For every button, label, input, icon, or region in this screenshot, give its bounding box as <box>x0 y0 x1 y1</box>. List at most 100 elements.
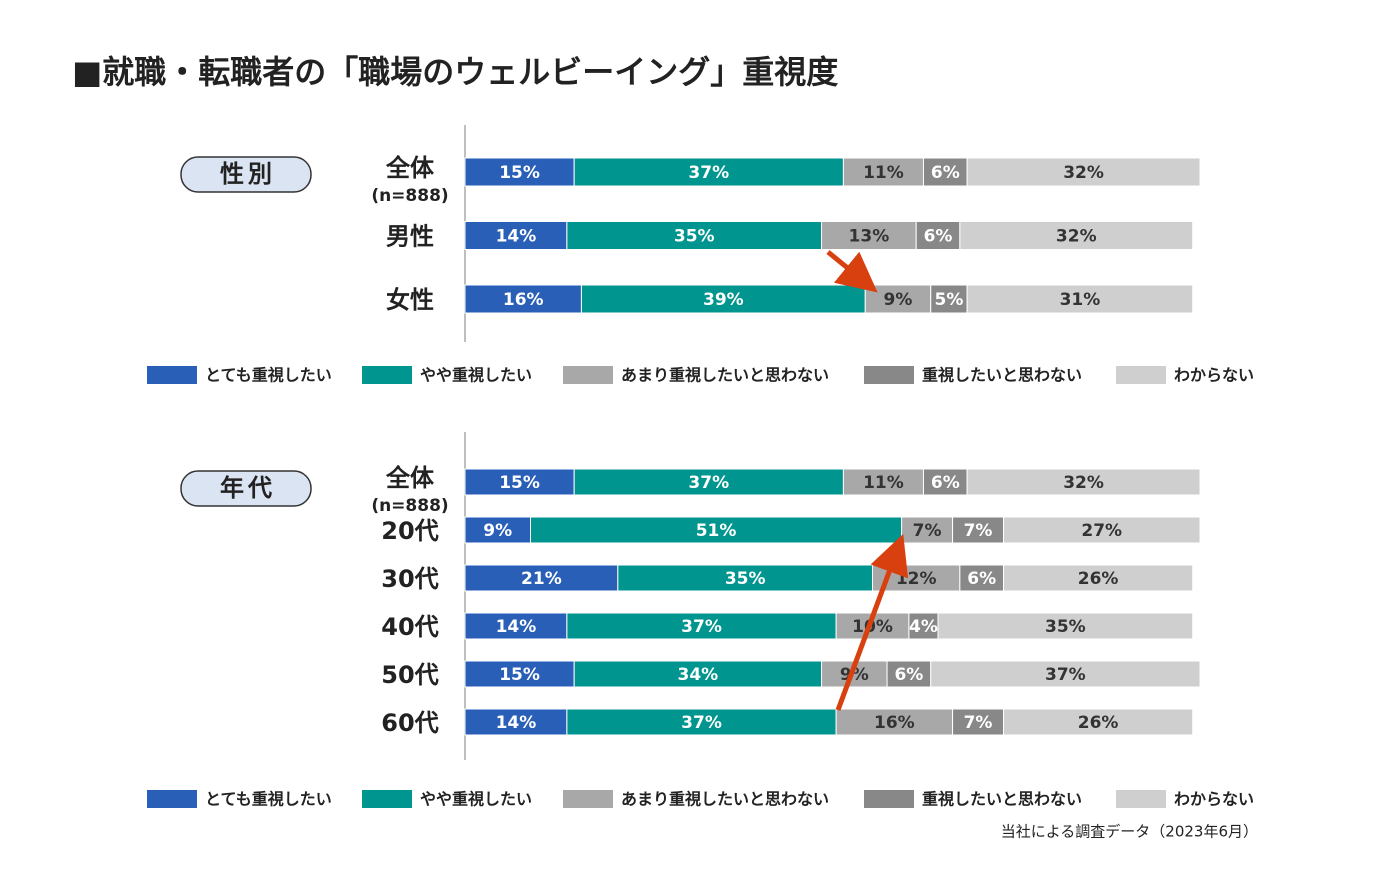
value-label: 27% <box>1081 521 1122 541</box>
category-note: (n=888) <box>371 496 448 516</box>
value-label: 4% <box>909 617 938 637</box>
value-label: 15% <box>499 665 540 685</box>
value-label: 35% <box>725 569 766 589</box>
value-label: 37% <box>688 163 729 183</box>
bar-segment <box>529 516 903 544</box>
legend-swatch <box>864 790 914 808</box>
bar-segment <box>566 612 837 640</box>
value-label: 21% <box>521 569 562 589</box>
bar-segment <box>915 221 961 250</box>
legend-label: わからない <box>1174 366 1254 385</box>
value-label: 16% <box>503 290 544 310</box>
value-label: 7% <box>964 521 993 541</box>
value-label: 14% <box>496 713 537 733</box>
bar-segment <box>952 516 1005 544</box>
legend-label: あまり重視したいと思わない <box>621 366 829 385</box>
bar-segment <box>966 468 1201 496</box>
value-label: 6% <box>931 473 960 493</box>
bar-segment <box>886 660 932 688</box>
value-label: 32% <box>1063 163 1104 183</box>
value-label: 7% <box>913 521 942 541</box>
value-label: 12% <box>896 569 937 589</box>
value-label: 51% <box>696 521 737 541</box>
value-label: 6% <box>967 569 996 589</box>
legend-swatch <box>864 366 914 384</box>
bar-segment <box>464 564 619 592</box>
bar-segment <box>464 284 582 314</box>
value-label: 7% <box>964 713 993 733</box>
annotation-arrow <box>826 250 878 293</box>
category-label: 40代 <box>381 613 438 641</box>
bar-segment <box>464 468 575 496</box>
value-label: 32% <box>1063 473 1104 493</box>
bar-segment <box>464 157 575 187</box>
value-label: 13% <box>849 227 890 247</box>
bar-segment <box>930 284 968 314</box>
legend-label: わからない <box>1174 790 1254 809</box>
value-label: 15% <box>499 473 540 493</box>
bar-segment <box>966 157 1201 187</box>
bar-segment <box>952 708 1005 736</box>
bar-segment <box>566 708 837 736</box>
category-label: 20代 <box>381 517 438 545</box>
legend-label: やや重視したい <box>420 366 532 385</box>
value-label: 5% <box>934 290 963 310</box>
charts: 性別 全体(n=888)15% 37% 11% 6% 32%男性 14% 35% 13% 6% 32… <box>147 125 1254 809</box>
legend-swatch <box>1116 366 1166 384</box>
legend-swatch <box>147 790 197 808</box>
legend-label: やや重視したい <box>420 790 532 809</box>
bar-segment <box>573 468 844 496</box>
value-label: 9% <box>884 290 913 310</box>
value-label: 37% <box>681 617 722 637</box>
category-label: 30代 <box>381 565 438 593</box>
category-label: 男性 <box>386 223 434 251</box>
bar-segment <box>930 660 1201 688</box>
value-label: 26% <box>1078 713 1119 733</box>
bar-segment <box>966 284 1194 314</box>
value-label: 32% <box>1056 227 1097 247</box>
bar-segment <box>464 612 568 640</box>
value-label: 15% <box>499 163 540 183</box>
source: 当社による調査データ（2023年6月） <box>1001 823 1258 841</box>
bar-segment <box>922 157 968 187</box>
value-label: 14% <box>496 617 537 637</box>
category-label: 50代 <box>381 661 438 689</box>
bar-segment <box>464 708 568 736</box>
bar-segment <box>464 660 575 688</box>
legend-label: とても重視したい <box>205 366 332 385</box>
bar-segment <box>908 612 939 640</box>
value-label: 37% <box>681 713 722 733</box>
legend-swatch <box>563 790 613 808</box>
bar-segment <box>1003 564 1194 592</box>
category-label: 60代 <box>381 709 438 737</box>
group-pill <box>180 156 312 193</box>
category-label: 女性 <box>386 286 434 314</box>
legend-swatch <box>1116 790 1166 808</box>
title: ■就職・転職者の「職場のウェルビーイング」重視度 <box>72 53 838 91</box>
value-label: 35% <box>1045 617 1086 637</box>
bar-segment <box>922 468 968 496</box>
legend-swatch <box>563 366 613 384</box>
legend-swatch <box>362 790 412 808</box>
legend-label: 重視したいと思わない <box>922 366 1082 385</box>
bar-segment <box>959 564 1005 592</box>
value-label: 11% <box>863 473 904 493</box>
group-label: 年代 <box>220 474 276 502</box>
bar-segment <box>464 221 568 250</box>
legend-label: 重視したいと思わない <box>922 790 1082 809</box>
bar-segment <box>617 564 874 592</box>
value-label: 37% <box>1045 665 1086 685</box>
bar-segment <box>937 612 1194 640</box>
bar-segment <box>901 516 954 544</box>
bar-segment <box>1003 708 1194 736</box>
bar-segment <box>842 157 924 187</box>
value-label: 11% <box>863 163 904 183</box>
value-label: 6% <box>894 665 923 685</box>
bar-segment <box>959 221 1194 250</box>
value-label: 14% <box>496 227 537 247</box>
value-label: 39% <box>703 290 744 310</box>
value-label: 31% <box>1060 290 1101 310</box>
value-label: 9% <box>483 521 512 541</box>
value-label: 6% <box>924 227 953 247</box>
